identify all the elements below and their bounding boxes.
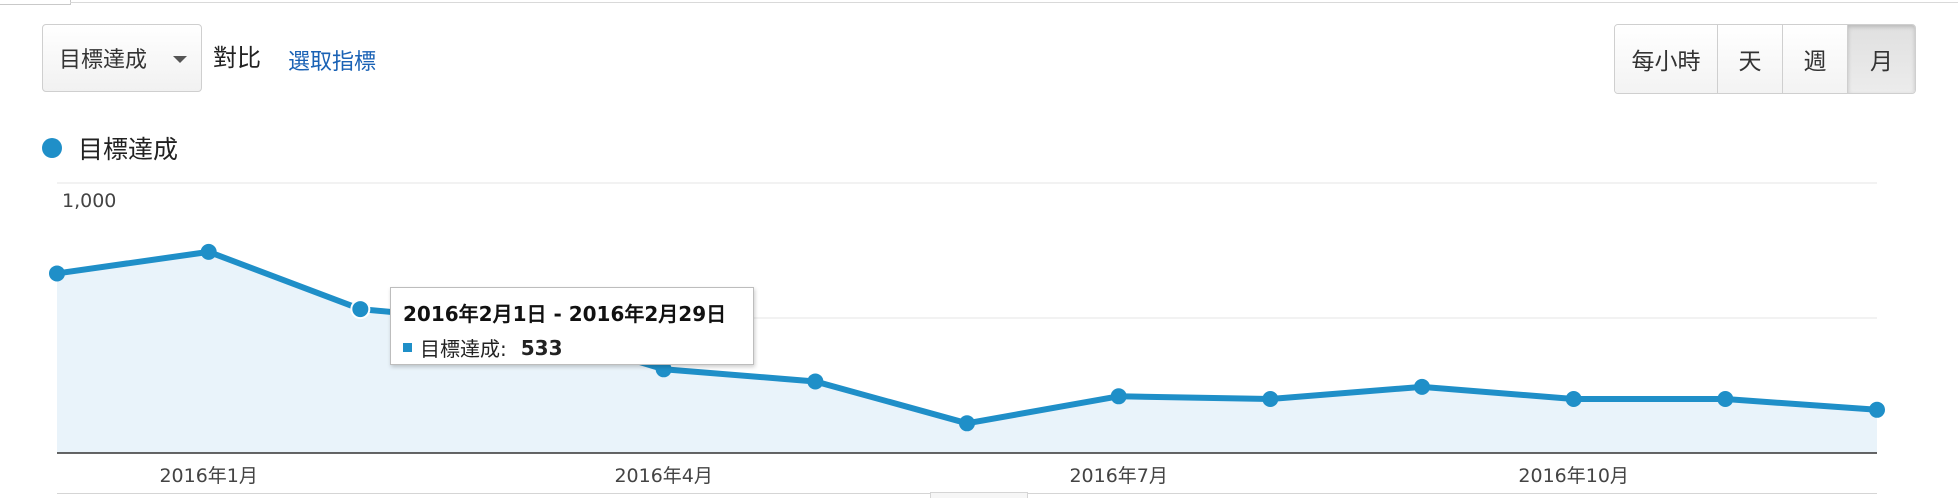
data-point-5 <box>807 373 824 390</box>
tooltip-row: 目標達成: 533 <box>403 333 753 362</box>
data-point-2 <box>350 299 371 320</box>
x-tick-label-1: 2016年4月 <box>614 465 712 487</box>
legend-dot <box>42 138 62 158</box>
top-tab-rule <box>0 0 1958 5</box>
granularity-day-button[interactable]: 天 <box>1718 25 1783 93</box>
select-metric-link[interactable]: 選取指標 <box>288 50 377 75</box>
x-tick-label-2: 2016年7月 <box>1069 465 1167 487</box>
granularity-hourly-button[interactable]: 每小時 <box>1615 25 1718 93</box>
granularity-toggle: 每小時 天 週 月 <box>1614 24 1916 94</box>
granularity-week-label: 週 <box>1803 49 1827 75</box>
data-point-12 <box>1869 401 1885 418</box>
granularity-hourly-label: 每小時 <box>1631 49 1701 75</box>
data-point-10 <box>1565 391 1582 407</box>
data-point-8 <box>1262 391 1279 407</box>
data-point-1 <box>200 243 217 260</box>
data-point-0 <box>49 265 65 282</box>
chart-tooltip: 2016年2月1日 - 2016年2月29日 目標達成: 533 <box>390 287 754 365</box>
caret-down-icon <box>173 56 187 63</box>
tooltip-title: 2016年2月1日 - 2016年2月29日 <box>403 302 727 326</box>
x-tick-label-0: 2016年1月 <box>159 465 257 487</box>
granularity-week-button[interactable]: 週 <box>1783 25 1848 93</box>
granularity-month-label: 月 <box>1870 49 1893 75</box>
data-point-9 <box>1414 378 1430 395</box>
chart-legend: 目標達成 <box>42 130 178 166</box>
data-point-11 <box>1717 391 1734 407</box>
tooltip-value: 533 <box>520 335 563 360</box>
granularity-day-label: 天 <box>1738 49 1762 75</box>
x-tick-label-3: 2016年10月 <box>1518 465 1629 487</box>
tooltip-series-swatch <box>403 343 412 352</box>
metric-dropdown[interactable]: 目標達成 <box>42 24 202 92</box>
top-divider <box>70 2 1958 3</box>
tooltip-series-label: 目標達成: <box>420 337 507 361</box>
data-point-6 <box>959 415 975 432</box>
compare-label: 對比 <box>213 44 261 72</box>
data-point-4 <box>655 361 672 378</box>
data-point-7 <box>1110 388 1127 405</box>
granularity-month-button[interactable]: 月 <box>1848 25 1915 93</box>
legend-label: 目標達成 <box>78 135 179 164</box>
metric-dropdown-label: 目標達成 <box>59 48 148 73</box>
bottom-tab-stub <box>930 492 1028 498</box>
series-area <box>57 251 1877 453</box>
y-tick-label-0: 1,000 <box>62 190 116 212</box>
